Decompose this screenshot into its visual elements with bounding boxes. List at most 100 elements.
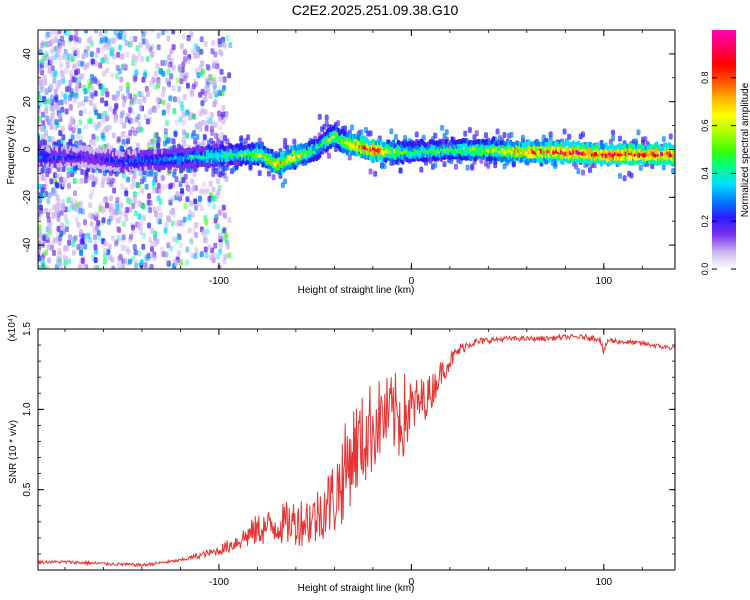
- spectrogram-cell: [171, 220, 175, 226]
- spectrogram-cell: [122, 221, 126, 227]
- spectrogram-cell: [227, 72, 231, 78]
- spectrogram-cell: [42, 96, 46, 102]
- spectrogram-cell: [147, 222, 151, 228]
- spectrogram-cell: [75, 216, 79, 222]
- spectrogram-cell: [174, 131, 178, 137]
- spectrogram-cell: [122, 234, 126, 240]
- spectrogram-cell: [112, 132, 116, 138]
- spectrogram-cell: [115, 28, 119, 34]
- spectrogram-cell: [100, 97, 104, 103]
- spectrogram-cell: [239, 135, 243, 141]
- spectrogram-cell: [48, 192, 52, 198]
- spectrogram-cell: [130, 36, 134, 42]
- spectrogram-cell: [213, 52, 217, 58]
- spectrogram-cell: [123, 258, 127, 264]
- spectrogram-cell: [118, 34, 122, 40]
- spectrogram-cell: [150, 107, 154, 113]
- spectrogram-cell: [87, 38, 91, 44]
- spectrogram-cell: [227, 252, 231, 258]
- spectrogram-cell: [212, 60, 216, 66]
- spectrogram-cell: [162, 100, 166, 106]
- spectrogram-cell: [111, 235, 115, 241]
- spectrogram-cell: [198, 196, 202, 202]
- spectrogram-cell: [123, 30, 127, 36]
- spectrogram-cell: [224, 233, 228, 239]
- spectrogram-cell: [118, 44, 122, 50]
- spectrogram-cell: [468, 127, 472, 133]
- spectrogram-cell: [169, 73, 173, 79]
- spectrogram-cell: [223, 212, 227, 218]
- spectrogram-cell: [588, 167, 592, 173]
- spectrogram-cell: [248, 165, 252, 171]
- spectrogram-cell: [205, 229, 209, 235]
- spectrogram-cell: [140, 92, 144, 98]
- spectrogram-cell: [74, 206, 78, 212]
- spectrogram-cell: [187, 214, 191, 220]
- spectrogram-cell: [630, 172, 634, 178]
- spectrogram-cell: [220, 69, 224, 75]
- spectrogram-cell: [204, 252, 208, 258]
- spectrogram-cell: [48, 64, 52, 70]
- spectrogram-cell: [129, 206, 133, 212]
- spectrogram-cell: [199, 49, 203, 55]
- colorbar-tick-label: 0.2: [700, 215, 710, 228]
- spectrogram-cell: [149, 81, 153, 87]
- colorbar-tick-label: 0.0: [700, 263, 710, 276]
- spectrogram-cell: [147, 200, 151, 206]
- spectrogram-cell: [399, 168, 403, 174]
- spectrogram-cell: [156, 216, 160, 222]
- spectrogram-cell: [56, 216, 60, 222]
- spectrogram-cell: [89, 100, 93, 106]
- spectrogram-cell: [214, 168, 218, 174]
- spectrogram-cell: [119, 254, 123, 260]
- spectrogram-cell: [164, 128, 168, 134]
- spectrogram-cell: [222, 85, 226, 91]
- spectrogram-cell: [100, 37, 104, 43]
- spectrogram-cell: [187, 186, 191, 192]
- spectrogram-cell: [49, 84, 53, 90]
- spectrogram-cell: [155, 238, 159, 244]
- spectrogram-cell: [49, 178, 53, 184]
- spectrogram-cell: [121, 244, 125, 250]
- spectrogram-cell: [44, 41, 48, 47]
- spectrogram-cell: [157, 44, 161, 50]
- spectrogram-cell: [57, 226, 61, 232]
- spectrogram-cell: [86, 87, 90, 93]
- spectrogram-cell: [623, 175, 627, 181]
- spectrogram-cell: [40, 42, 44, 48]
- spectrogram-cell: [202, 181, 206, 187]
- spectrogram-cell: [115, 94, 119, 100]
- spectrogram-cell: [214, 122, 218, 128]
- spectrogram-cell: [108, 244, 112, 250]
- spectrogram-cell: [193, 49, 197, 55]
- spectrogram-cell: [192, 228, 196, 234]
- spectrogram-cell: [91, 181, 95, 187]
- spectrogram-cell: [104, 241, 108, 247]
- spectrogram-cell: [95, 52, 99, 58]
- spectrogram-cell: [130, 98, 134, 104]
- spectrogram-cell: [180, 43, 184, 49]
- x-tick-label: -100: [209, 577, 229, 588]
- spectrogram-cell: [81, 100, 85, 106]
- spectrogram-cell: [115, 197, 119, 203]
- spectrogram-cell: [109, 195, 113, 201]
- spectrogram-cell: [463, 131, 467, 137]
- spectrogram-cell: [218, 209, 222, 215]
- spectrogram-cell: [166, 36, 170, 42]
- spectrogram-cell: [194, 205, 198, 211]
- spectrogram-cell: [235, 161, 238, 166]
- spectrogram-cell: [70, 116, 74, 122]
- spectrogram-cell: [185, 247, 189, 253]
- spectrogram-cell: [206, 64, 210, 70]
- spectrogram-cell: [76, 133, 80, 139]
- spectrogram-cell: [128, 130, 132, 136]
- spectrogram-cell: [204, 85, 208, 91]
- spectrogram-cell: [206, 79, 210, 85]
- spectrogram-cell: [90, 174, 94, 180]
- spectrogram-cell: [48, 136, 52, 142]
- spectrogram-cell: [95, 224, 99, 230]
- spectrogram-cell: [54, 89, 58, 95]
- spectrogram-cell: [135, 45, 139, 51]
- spectrogram-cell: [174, 260, 178, 266]
- spectrogram-cell: [169, 197, 173, 203]
